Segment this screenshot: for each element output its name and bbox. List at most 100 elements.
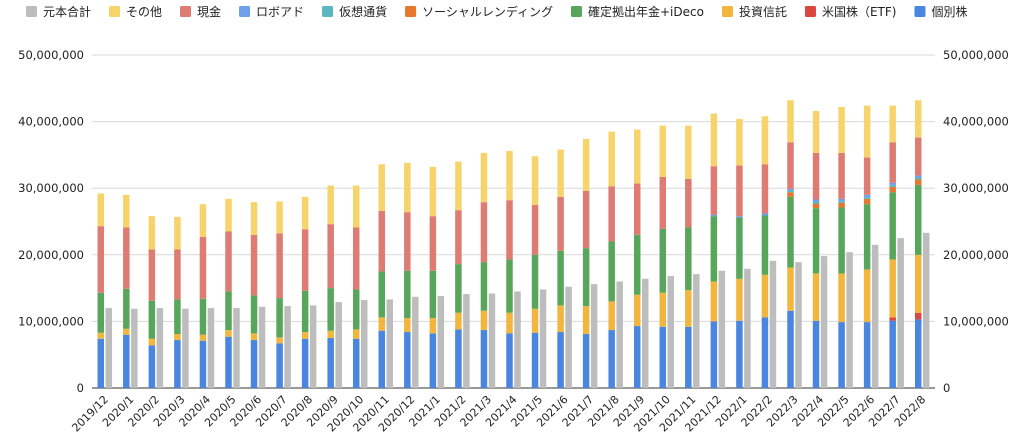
legend-item: 投資信託 bbox=[721, 4, 787, 19]
bar-segment bbox=[787, 190, 794, 193]
bar-segment bbox=[352, 289, 360, 330]
bar-segment bbox=[914, 179, 922, 185]
bar-segment bbox=[582, 138, 590, 191]
bar-segment bbox=[148, 300, 156, 339]
bar-segment bbox=[838, 106, 845, 153]
bar-segment bbox=[455, 329, 462, 388]
legend-swatch bbox=[322, 6, 334, 17]
bar-segment bbox=[787, 196, 794, 268]
bar-segment bbox=[404, 270, 411, 319]
bar-segment bbox=[174, 216, 181, 250]
bar-segment bbox=[787, 310, 794, 388]
bar-segment bbox=[633, 294, 641, 327]
legend-item: ソーシャルレンディング bbox=[405, 4, 553, 19]
bar-segment bbox=[914, 319, 922, 388]
bar-segment bbox=[352, 227, 360, 290]
bar-segment bbox=[838, 198, 845, 201]
bar-segment bbox=[97, 332, 105, 339]
bar-segment bbox=[276, 233, 283, 299]
bar-principal bbox=[335, 302, 342, 388]
legend-label: その他 bbox=[126, 5, 162, 19]
bar-segment bbox=[327, 288, 334, 331]
legend-swatch bbox=[26, 6, 37, 17]
bar-segment bbox=[506, 150, 513, 201]
bar-segment bbox=[327, 338, 334, 388]
bar-segment bbox=[378, 330, 386, 388]
bar-segment bbox=[889, 192, 896, 260]
bar-segment bbox=[301, 338, 309, 388]
bar-segment bbox=[914, 137, 922, 176]
bar-segment bbox=[889, 182, 896, 185]
bar-segment bbox=[480, 310, 488, 331]
legend-label: 個別株 bbox=[931, 4, 967, 19]
bar-segment bbox=[633, 129, 641, 184]
bar-segment bbox=[736, 217, 743, 279]
bar-principal bbox=[871, 244, 879, 388]
bar-segment bbox=[685, 227, 692, 291]
y-tick-label-right: 0 bbox=[943, 381, 950, 395]
y-axis-right: 0 10,000,000 20,000,000 30,000,000 40,000,00… bbox=[943, 48, 1009, 395]
bar-segment bbox=[761, 215, 769, 275]
bar-segment bbox=[863, 157, 871, 195]
bar-principal bbox=[718, 270, 726, 388]
bar-segment bbox=[608, 330, 615, 388]
bar-segment bbox=[838, 322, 845, 388]
bar-segment bbox=[659, 292, 667, 327]
bar-segment bbox=[685, 125, 692, 179]
bar-segment bbox=[506, 312, 513, 334]
bar-segment bbox=[225, 198, 232, 232]
bar-principal bbox=[667, 276, 675, 388]
bar-segment bbox=[557, 149, 564, 197]
bar-principal bbox=[360, 300, 368, 388]
bar-segment bbox=[97, 193, 105, 227]
bar-segment bbox=[787, 188, 794, 191]
bar-segment bbox=[710, 113, 718, 167]
bar-segment bbox=[736, 165, 743, 217]
bar-segment bbox=[378, 164, 386, 211]
bar-segment bbox=[812, 152, 820, 200]
legend-label: 投資信託 bbox=[739, 4, 787, 19]
bar-principal bbox=[463, 294, 470, 388]
bar-segment bbox=[812, 203, 820, 209]
bar-principal bbox=[820, 256, 828, 388]
bar-segment bbox=[736, 278, 743, 321]
legend-item: 現金 bbox=[180, 4, 221, 19]
bar-segment bbox=[838, 200, 845, 203]
bar-segment bbox=[838, 273, 845, 323]
bar-segment bbox=[659, 228, 667, 293]
legend-label: 米国株（ETF) bbox=[822, 4, 897, 19]
bar-segment bbox=[659, 125, 667, 177]
legend-swatch bbox=[914, 6, 926, 17]
bar-segment bbox=[123, 288, 130, 329]
gridlines bbox=[92, 54, 935, 389]
bar-segment bbox=[250, 202, 258, 235]
bar-segment bbox=[761, 164, 769, 214]
bar-segment bbox=[301, 332, 309, 339]
bar-segment bbox=[914, 184, 922, 255]
bar-segment bbox=[174, 249, 181, 300]
bar-segment bbox=[863, 198, 871, 205]
bar-principal bbox=[693, 274, 700, 388]
bar-segment bbox=[378, 210, 386, 272]
legend-item: ロボアド bbox=[239, 5, 304, 19]
bar-principal bbox=[131, 308, 138, 388]
bar-principal bbox=[386, 299, 394, 388]
bar-segment bbox=[199, 204, 207, 237]
legend-item: 確定拠出年金+iDeco bbox=[571, 4, 704, 19]
bar-segment bbox=[404, 332, 411, 388]
x-tick-label: 2019/12 bbox=[69, 393, 111, 435]
bar-segment bbox=[863, 322, 871, 388]
bar-segment bbox=[378, 271, 386, 318]
bar-segment bbox=[276, 343, 283, 388]
bar-segment bbox=[327, 185, 334, 225]
legend-label: ソーシャルレンディング bbox=[422, 4, 553, 19]
legend-label: 元本合計 bbox=[43, 4, 91, 19]
bar-segment bbox=[404, 162, 411, 213]
bar-segment bbox=[455, 210, 462, 265]
bar-segment bbox=[97, 292, 105, 333]
bar-segment bbox=[889, 259, 896, 318]
bar-segment bbox=[608, 186, 615, 242]
bar-segment bbox=[863, 194, 871, 197]
bar-segment bbox=[889, 186, 896, 193]
bar-segment bbox=[531, 204, 539, 255]
